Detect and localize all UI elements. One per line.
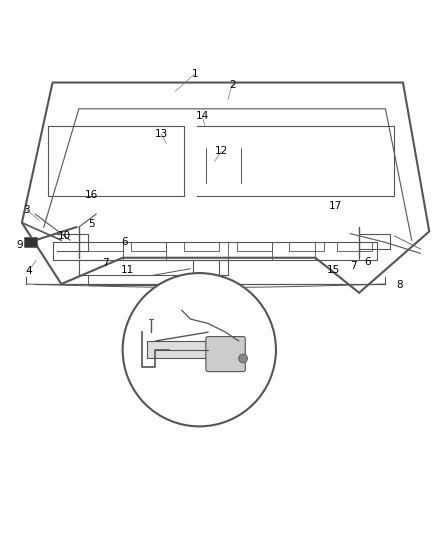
Text: 3: 3 [23, 205, 30, 215]
Text: 13: 13 [155, 129, 168, 139]
Text: 11: 11 [121, 265, 134, 275]
Text: 1: 1 [191, 69, 198, 79]
Polygon shape [147, 341, 234, 359]
Text: 14: 14 [196, 111, 209, 122]
Text: 15: 15 [327, 265, 340, 275]
Text: 8: 8 [396, 280, 403, 290]
Text: 6: 6 [121, 237, 128, 247]
Text: 9: 9 [16, 240, 23, 251]
FancyBboxPatch shape [24, 237, 37, 247]
Text: 6: 6 [364, 257, 371, 267]
Text: 2: 2 [229, 80, 236, 90]
FancyBboxPatch shape [206, 336, 245, 372]
Text: 12: 12 [215, 146, 228, 156]
Text: 5: 5 [88, 220, 95, 229]
Text: 10: 10 [58, 231, 71, 241]
Text: 16: 16 [85, 190, 98, 200]
Text: 17: 17 [328, 201, 342, 211]
Circle shape [123, 273, 276, 426]
Text: 7: 7 [350, 261, 357, 271]
Text: 4: 4 [25, 266, 32, 276]
Circle shape [239, 354, 247, 363]
Text: 7: 7 [102, 258, 109, 268]
